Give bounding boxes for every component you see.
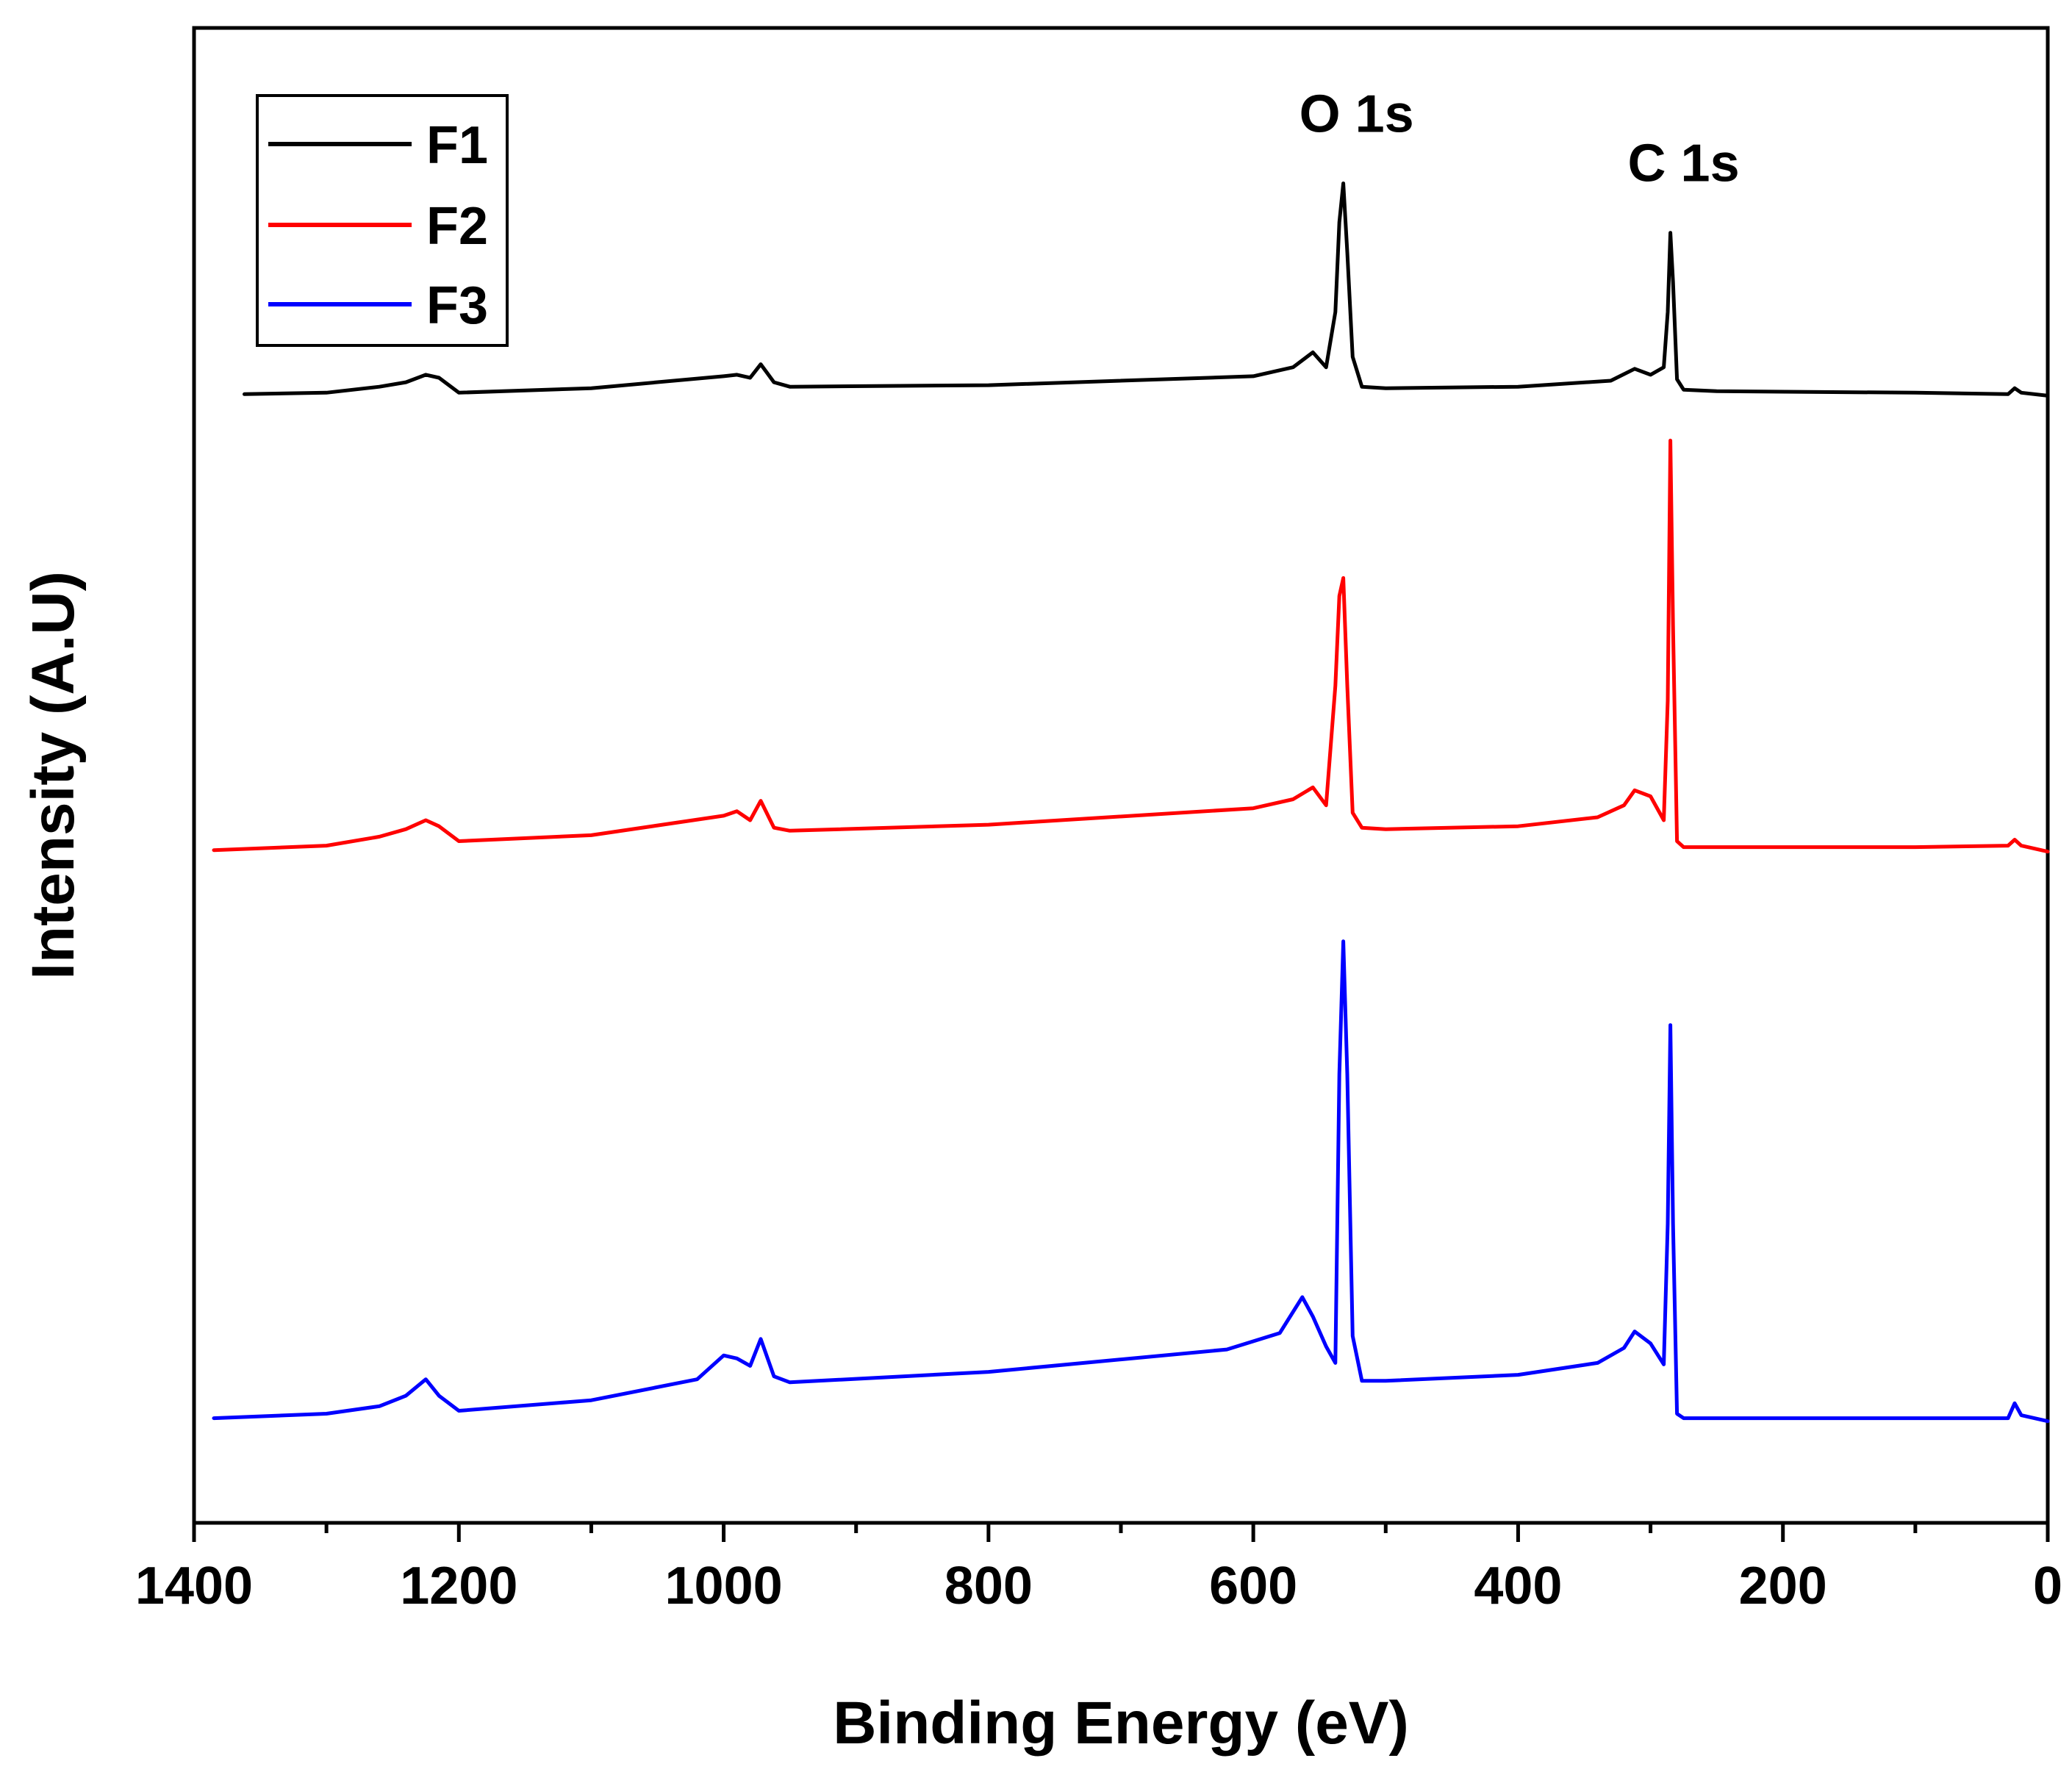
x-tick-label: 600 [1209,1557,1297,1615]
legend: F1 F2 F3 [256,94,509,347]
annotation-group: O 1s C 1s [1300,85,1740,193]
series-line-f3 [212,939,2050,1424]
series-line-f2 [212,438,2050,854]
x-tick-label: 1400 [135,1557,253,1615]
x-axis-title: Binding Energy (eV) [833,1690,1409,1757]
legend-label-f2: F2 [426,197,488,256]
x-tick-label: 1200 [400,1557,517,1615]
x-tick-label: 400 [1474,1557,1562,1615]
series-line-f1 [243,182,2050,398]
x-tick-label: 800 [944,1557,1033,1615]
x-tick-label: 0 [2033,1557,2062,1615]
x-tick-label: 1000 [664,1557,782,1615]
x-axis-ticks [192,1523,2050,1542]
series-group [212,182,2050,1424]
y-axis-title: Intensity (A.U) [20,571,87,980]
x-axis-tick-labels: 1400 1200 1000 800 600 400 200 0 [135,1557,2062,1615]
annotation-c-1s: C 1s [1628,134,1740,193]
annotation-o-1s: O 1s [1300,85,1414,144]
x-tick-label: 200 [1739,1557,1827,1615]
legend-label-f1: F1 [426,116,488,175]
legend-label-f3: F3 [426,276,488,335]
